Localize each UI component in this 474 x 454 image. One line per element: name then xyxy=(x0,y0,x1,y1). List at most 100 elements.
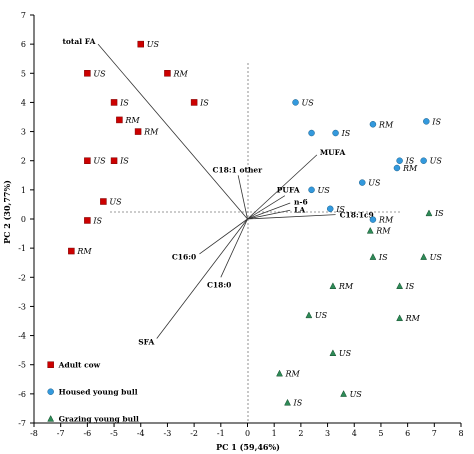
legend-label: Adult cow xyxy=(58,361,101,370)
x-tick-label: -7 xyxy=(57,429,65,438)
data-point-label: RM xyxy=(285,369,301,378)
data-point-label: RM xyxy=(172,69,188,78)
data-point-triangle xyxy=(366,226,374,234)
y-axis-title: PC 2 (30,77%) xyxy=(2,180,12,244)
y-tick-label: 0 xyxy=(21,215,26,224)
x-axis-title: PC 1 (59,46%) xyxy=(216,442,280,452)
data-point-label: RM xyxy=(402,164,418,173)
data-point-square xyxy=(110,99,118,106)
loading-vector-label: MUFA xyxy=(320,148,346,157)
loading-vector-line xyxy=(247,209,291,220)
data-point-label: IS xyxy=(335,205,345,214)
data-point-label: US xyxy=(315,311,328,320)
data-point-label: RM xyxy=(124,116,140,125)
data-point-circle xyxy=(393,164,401,172)
loading-vector-label: C16:0 xyxy=(172,252,196,261)
x-tick-label: 6 xyxy=(405,429,410,438)
loading-vector-label: SFA xyxy=(138,338,154,347)
data-point-circle xyxy=(359,179,366,186)
data-point-label: US xyxy=(302,98,315,107)
y-tick-label: 7 xyxy=(21,11,26,20)
x-tick-label: 0 xyxy=(245,429,250,438)
y-tick-label: 5 xyxy=(21,69,26,78)
loading-vector-label: C18:1 other xyxy=(212,165,263,174)
data-point-label: RM xyxy=(378,120,394,129)
x-tick-label: 1 xyxy=(272,429,277,438)
data-point-square xyxy=(190,99,198,106)
data-point-label: IS xyxy=(405,282,415,291)
data-point-label: IS xyxy=(378,253,388,262)
data-point-label: IS xyxy=(92,216,102,225)
loading-vector-line xyxy=(199,218,248,255)
data-point-square xyxy=(134,128,142,135)
y-tick-label: -3 xyxy=(18,302,26,311)
x-tick-label: -6 xyxy=(83,429,91,438)
data-point-circle xyxy=(420,157,427,164)
data-point-label: IS xyxy=(293,399,303,408)
data-point-label: US xyxy=(93,157,106,166)
y-tick-label: -4 xyxy=(18,332,26,341)
data-point-label: RM xyxy=(338,282,354,291)
data-point-square xyxy=(137,40,144,48)
data-point-label: RM xyxy=(378,216,394,225)
data-point-label: US xyxy=(109,198,122,207)
data-point-label: US xyxy=(339,349,352,358)
loading-vector-line xyxy=(156,218,248,339)
x-tick-label: -1 xyxy=(217,429,225,438)
data-point-circle xyxy=(326,205,334,213)
y-tick-label: -7 xyxy=(18,419,26,428)
y-ticks: -7 -6 -5 -4 -3 -2 -1 0 1 2 3 4 5 6 7 xyxy=(18,11,34,428)
data-point-label: US xyxy=(147,40,160,49)
data-point-triangle xyxy=(47,414,55,422)
loading-vectors: total FA SFA C16:0 C18:0 C18:1 other MUFA PUFA… xyxy=(62,37,373,347)
x-tick-label: -8 xyxy=(30,429,38,438)
data-point-triangle xyxy=(329,349,337,357)
data-point-triangle xyxy=(284,398,291,406)
legend-label: Grazing young bull xyxy=(59,415,139,424)
data-point-triangle xyxy=(420,253,428,260)
data-point-label: US xyxy=(350,390,363,399)
x-tick-label: 7 xyxy=(432,429,437,438)
data-point-triangle xyxy=(396,282,404,289)
loading-vector-label: C18:1c9 xyxy=(340,210,374,219)
x-tick-label: 3 xyxy=(325,429,330,438)
x-tick-label: -2 xyxy=(190,429,198,438)
data-point-circle xyxy=(369,216,377,223)
data-point-label: US xyxy=(318,186,331,195)
data-point-circle xyxy=(308,129,315,137)
x-tick-label: -5 xyxy=(110,429,118,438)
data-point-label: IS xyxy=(341,129,351,138)
data-point-circle xyxy=(47,388,54,395)
data-point-circle xyxy=(292,99,299,106)
data-point-square xyxy=(84,217,91,224)
data-point-square xyxy=(164,70,171,77)
data-point-label: IS xyxy=(405,157,415,166)
data-point-circle xyxy=(423,118,430,125)
x-tick-label: 4 xyxy=(352,429,357,438)
data-point-label: IS xyxy=(199,98,209,107)
loading-vector-line xyxy=(220,218,248,278)
data-point-square xyxy=(84,70,91,77)
loading-vector-line xyxy=(247,154,318,220)
y-tick-label: -1 xyxy=(18,244,26,253)
data-point-circle xyxy=(332,129,339,137)
loading-vector-label: total FA xyxy=(62,37,95,46)
loading-vector-line xyxy=(247,214,336,220)
data-point-label: US xyxy=(368,179,381,188)
data-point-label: US xyxy=(430,253,443,262)
data-point-square xyxy=(110,157,118,164)
loading-vector-line xyxy=(247,195,286,220)
y-tick-label: -2 xyxy=(18,273,26,282)
data-point-circle xyxy=(308,186,315,194)
y-tick-label: 4 xyxy=(21,98,26,107)
y-tick-label: -6 xyxy=(18,390,26,399)
data-point-triangle xyxy=(329,282,337,289)
data-point-label: US xyxy=(430,157,443,166)
data-point-label: RM xyxy=(375,227,391,236)
y-tick-label: 2 xyxy=(21,157,26,166)
data-point-label: US xyxy=(93,69,106,78)
data-point-triangle xyxy=(276,369,283,377)
data-point-circle xyxy=(396,157,403,164)
data-point-square xyxy=(68,247,75,255)
